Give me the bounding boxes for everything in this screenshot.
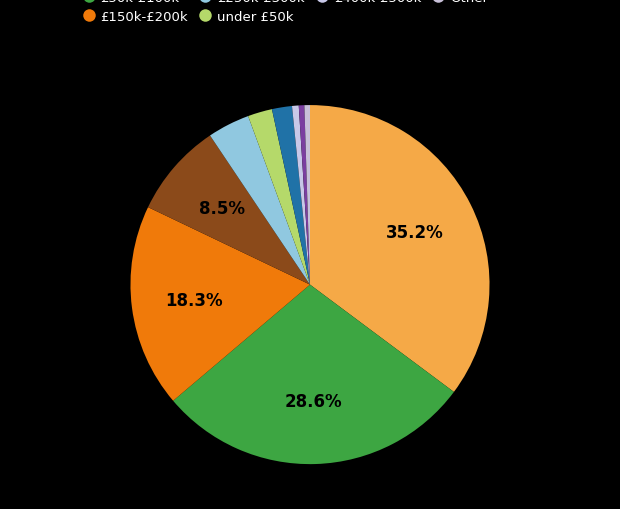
Wedge shape	[173, 285, 454, 464]
Wedge shape	[299, 106, 310, 285]
Wedge shape	[310, 106, 490, 392]
Text: 18.3%: 18.3%	[166, 291, 223, 309]
Wedge shape	[130, 208, 310, 401]
Wedge shape	[292, 106, 310, 285]
Text: 35.2%: 35.2%	[386, 224, 443, 242]
Text: 8.5%: 8.5%	[199, 200, 245, 218]
Wedge shape	[148, 136, 310, 285]
Wedge shape	[304, 106, 310, 285]
Text: 28.6%: 28.6%	[285, 392, 342, 410]
Legend: £100k-£150k, £50k-£100k, £150k-£200k, £200k-£250k, £250k-£300k, under £50k, £300: £100k-£150k, £50k-£100k, £150k-£200k, £2…	[78, 0, 542, 28]
Wedge shape	[210, 117, 310, 285]
Wedge shape	[248, 110, 310, 285]
Wedge shape	[272, 107, 310, 285]
